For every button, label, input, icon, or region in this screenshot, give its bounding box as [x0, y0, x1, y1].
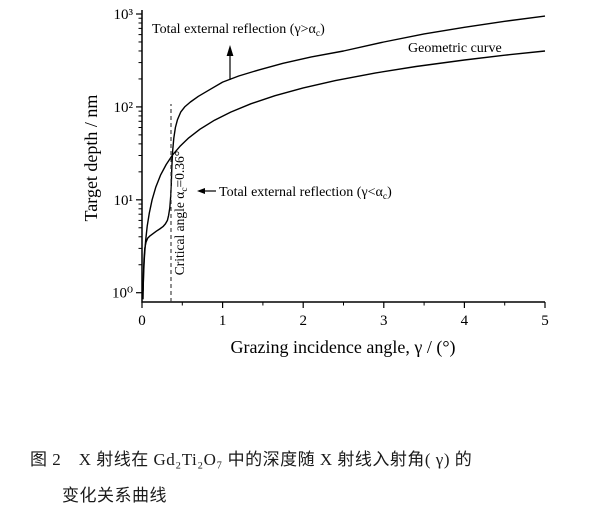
- annotation-subscript: c: [316, 29, 320, 39]
- annotation-text: Total external reflection (γ>α: [152, 22, 317, 37]
- x-axis-tick-label: 2: [299, 313, 307, 329]
- x-axis-tick-label: 4: [461, 313, 469, 329]
- arrow-to-below-critical-region: [197, 188, 216, 194]
- figure-caption-line2: 变化关系曲线: [62, 486, 167, 505]
- annotation-text: Total external reflection (γ<α: [219, 185, 384, 200]
- x-axis-tick-label: 0: [138, 313, 146, 329]
- annotation-text: Critical angle α: [172, 192, 187, 276]
- annotation-text: ): [387, 185, 392, 200]
- y-axis-tick-label: 10³: [114, 7, 134, 23]
- x-axis-tick-label: 5: [541, 313, 549, 329]
- y-axis-tick-label: 10²: [114, 100, 134, 116]
- annotation-subscript: c: [180, 187, 190, 191]
- arrow-head-icon: [226, 45, 234, 56]
- annotation-total-reflection-below: Total external reflection (γ<αc): [219, 185, 392, 202]
- geometric-curve: [142, 50, 546, 292]
- arrow-to-upper-curve: [226, 45, 234, 80]
- figure-caption-line1: 图 2 X 射线在 Gd₂Ti₂O₇ 中的深度随 X 射线入射角( γ) 的: [30, 450, 473, 469]
- annotation-critical-angle: Critical angle αc=0.36°: [172, 151, 190, 275]
- annotation-subscript: c: [383, 192, 387, 202]
- arrow-head-icon: [197, 188, 205, 194]
- penetration-depth-curve: [142, 15, 546, 300]
- x-axis-title: Grazing incidence angle, γ / (°): [230, 337, 455, 358]
- chart: 0 1 2 3 4 5 10⁰ 10¹ 10² 10³ Grazing incidence ang…: [81, 7, 549, 358]
- x-axis-tick-label: 3: [380, 313, 388, 329]
- annotation-geometric-curve: Geometric curve: [408, 41, 502, 56]
- annotation-text: =0.36°: [172, 151, 187, 188]
- y-axis-tick-label: 10¹: [114, 193, 134, 209]
- y-axis-tick-label: 10⁰: [112, 286, 133, 302]
- annotation-total-reflection-above: Total external reflection (γ>αc): [152, 22, 325, 39]
- axes-layer: 0 1 2 3 4 5 10⁰ 10¹ 10² 10³: [112, 7, 549, 329]
- annotation-text: ): [320, 22, 325, 37]
- x-axis-tick-label: 1: [219, 313, 227, 329]
- y-axis-title: Target depth / nm: [81, 95, 101, 222]
- figure-caption: 图 2 X 射线在 Gd₂Ti₂O₇ 中的深度随 X 射线入射角( γ) 的 变…: [0, 445, 608, 506]
